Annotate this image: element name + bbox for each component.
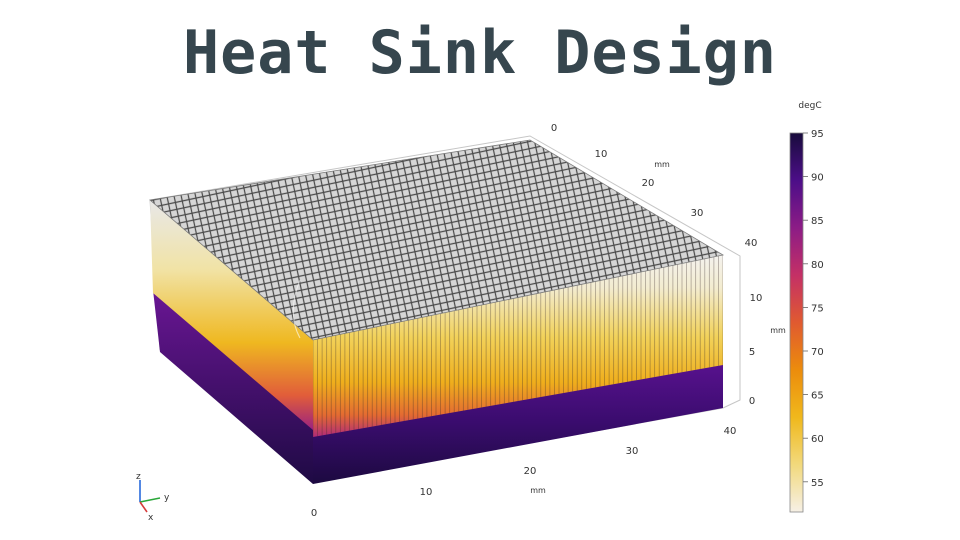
z-tick: 0 bbox=[749, 396, 755, 407]
fins-top-face bbox=[149, 139, 725, 341]
slide-title: Heat Sink Design bbox=[183, 18, 777, 88]
fins-front-face bbox=[313, 255, 723, 437]
colorbar-tick-label: 60 bbox=[811, 434, 824, 445]
fins-left-face bbox=[150, 200, 313, 430]
colorbar-tick-label: 80 bbox=[811, 260, 824, 271]
colorbar-tick-label: 65 bbox=[811, 391, 824, 402]
x-axis: 0 10 20 30 40 mm bbox=[311, 426, 737, 519]
z-tick: 10 bbox=[750, 293, 763, 304]
triad-x-axis bbox=[139, 501, 148, 513]
triad-y-axis bbox=[139, 497, 161, 503]
colorbar-tick-label: 90 bbox=[811, 173, 824, 184]
y-tick: 30 bbox=[691, 208, 704, 219]
x-axis-unit: mm bbox=[530, 486, 546, 495]
axis-triad: z y x bbox=[136, 472, 170, 523]
colorbar-gradient bbox=[789, 132, 804, 513]
fin-lines bbox=[313, 255, 723, 437]
y-tick: 0 bbox=[551, 123, 557, 134]
y-axis: 0 10 20 30 40 mm bbox=[551, 123, 758, 249]
x-tick: 10 bbox=[420, 487, 433, 498]
x-tick: 0 bbox=[311, 508, 317, 519]
base-plate-front-face bbox=[313, 360, 723, 484]
colorbar-tick-label: 70 bbox=[811, 347, 824, 358]
colorbar-tick-label: 55 bbox=[811, 478, 824, 489]
colorbar-unit: degC bbox=[798, 101, 821, 111]
y-tick: 10 bbox=[595, 149, 608, 160]
z-axis: 0 5 10 mm bbox=[749, 293, 786, 407]
colorbar-tick-label: 75 bbox=[811, 303, 824, 314]
base-plate-left-face bbox=[153, 290, 313, 484]
isotherm-curve bbox=[292, 279, 301, 339]
colorbar-tick-label: 85 bbox=[811, 216, 824, 227]
y-tick: 20 bbox=[642, 178, 655, 189]
x-tick: 40 bbox=[724, 426, 737, 437]
triad-y-label: y bbox=[164, 493, 170, 503]
heat-sink-body bbox=[149, 139, 725, 484]
y-tick: 40 bbox=[745, 238, 758, 249]
z-axis-unit: mm bbox=[770, 326, 786, 335]
colorbar-tick-label: 95 bbox=[811, 129, 824, 140]
triad-x-label: x bbox=[148, 513, 154, 523]
x-tick: 30 bbox=[626, 446, 639, 457]
colorbar: degC 95 90 85 80 75 70 65 60 55 bbox=[789, 101, 824, 513]
z-tick: 5 bbox=[749, 347, 755, 358]
x-tick: 20 bbox=[524, 466, 537, 477]
triad-z-label: z bbox=[136, 472, 141, 482]
y-axis-unit: mm bbox=[654, 160, 670, 169]
